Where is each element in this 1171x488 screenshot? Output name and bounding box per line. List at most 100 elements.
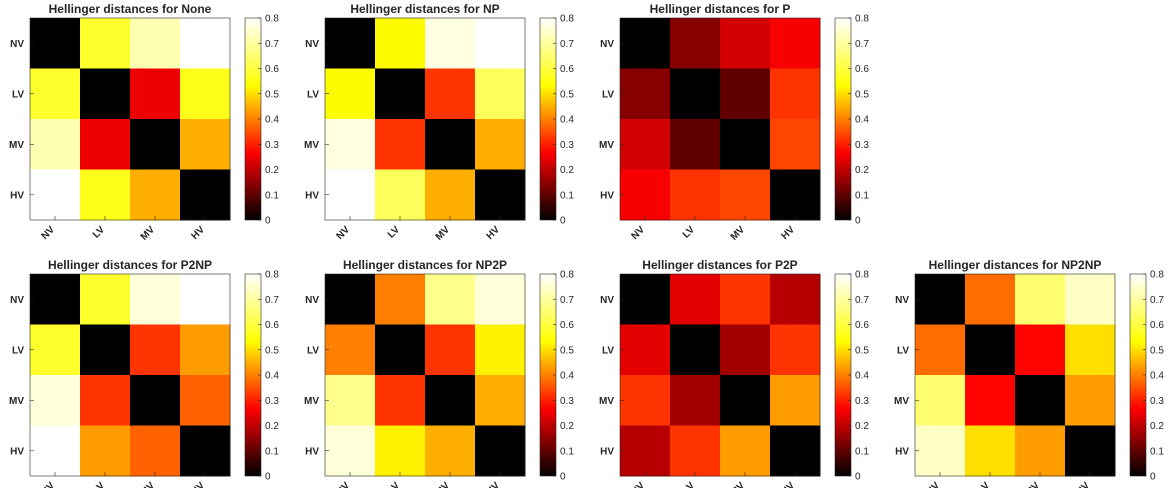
colorbar-tick-label: 0.5 — [265, 89, 279, 100]
colorbar-tick-label: 0.8 — [855, 270, 869, 281]
heatmap-cell — [475, 68, 526, 120]
colorbar-tick-label: 0.2 — [560, 165, 574, 176]
colorbar-tick-label: 0 — [265, 216, 271, 227]
heatmap-cell — [1065, 375, 1116, 426]
heatmap-cell — [620, 324, 671, 376]
plot-frame — [324, 273, 526, 477]
heatmap-panel: Hellinger distances for None NV LV MV HV NV LV… — [9, 2, 279, 243]
heatmap-cell — [425, 425, 476, 477]
heatmap-title: Hellinger distances for NP2P — [343, 258, 507, 272]
heatmap-cell — [80, 274, 131, 325]
x-tick-label: MV — [434, 480, 453, 488]
x-tick-label: HV — [780, 224, 798, 242]
heatmap-cell — [670, 119, 721, 170]
heatmap-cell — [80, 18, 131, 69]
plot-frame — [324, 17, 526, 221]
heatmap-cell — [770, 169, 821, 221]
heatmap-cell — [30, 274, 81, 325]
colorbar-tick-label: 0.2 — [855, 165, 869, 176]
heatmap-cell — [80, 375, 131, 426]
heatmap-cell — [915, 324, 966, 376]
heatmap-cell — [620, 119, 671, 170]
heatmap-cell — [30, 375, 81, 426]
heatmap-cell — [80, 68, 131, 120]
heatmap-cell — [80, 324, 131, 376]
colorbar-tick-label: 0.4 — [855, 371, 869, 382]
colorbar-tick-label: 0.1 — [560, 446, 574, 457]
colorbar-tick-label: 0.4 — [265, 115, 279, 126]
heatmap-cell — [180, 18, 231, 69]
heatmap-cell — [180, 375, 231, 426]
heatmap-cell — [325, 375, 376, 426]
colorbar-tick-label: 0.1 — [265, 446, 279, 457]
heatmap-panel: Hellinger distances for P NV LV MV HV NV LV MV H… — [599, 2, 869, 243]
heatmap-cell — [770, 375, 821, 426]
heatmap-cell — [475, 119, 526, 170]
x-tick-label: NV — [335, 224, 353, 242]
x-tick-label: LV — [91, 224, 108, 241]
y-tick-label: HV — [10, 446, 24, 457]
x-tick-label: LV — [386, 480, 403, 488]
y-tick-label: LV — [12, 89, 24, 100]
colorbar-tick-label: 0.4 — [265, 371, 279, 382]
colorbar-tick-label: 0.1 — [560, 190, 574, 201]
colorbar-tick-label: 0.3 — [560, 140, 574, 151]
heatmap-cell — [720, 274, 771, 325]
heatmap-cell — [670, 68, 721, 120]
heatmap-cell — [670, 169, 721, 221]
heatmap-cell — [325, 68, 376, 120]
heatmap-cell — [425, 169, 476, 221]
x-tick-label: MV — [139, 224, 158, 243]
colorbar-tick-label: 0.8 — [560, 270, 574, 281]
heatmap-cell — [30, 68, 81, 120]
y-tick-label: MV — [304, 396, 319, 407]
heatmap-cell — [915, 425, 966, 477]
heatmap-cell — [130, 425, 181, 477]
heatmap-cell — [130, 324, 181, 376]
colorbar-tick-label: 0.3 — [855, 396, 869, 407]
colorbar-tick-label: 0.7 — [855, 39, 869, 50]
heatmap-cell — [620, 68, 671, 120]
colorbar-tick-label: 0 — [855, 472, 861, 483]
heatmap-cell — [130, 119, 181, 170]
x-tick-label: LV — [976, 480, 993, 488]
heatmap-cell — [180, 324, 231, 376]
heatmap-cell — [475, 375, 526, 426]
y-tick-label: LV — [602, 89, 614, 100]
x-tick-label: MV — [729, 480, 748, 488]
heatmap-title: Hellinger distances for NP — [350, 2, 499, 16]
heatmap-cell — [770, 274, 821, 325]
colorbar-tick-label: 0 — [560, 472, 566, 483]
colorbar-tick-label: 0 — [855, 216, 861, 227]
colorbar-tick-label: 0.5 — [855, 345, 869, 356]
heatmap-cell — [180, 169, 231, 221]
heatmap-cell — [475, 425, 526, 477]
heatmap-panel: Hellinger distances for P2NP NV LV MV HV NV LV… — [9, 258, 279, 488]
colorbar-tick-label: 0.3 — [855, 140, 869, 151]
x-tick-label: HV — [190, 224, 208, 242]
heatmap-cell — [770, 324, 821, 376]
heatmap-cell — [375, 119, 426, 170]
heatmap-cell — [620, 425, 671, 477]
heatmap-cell — [425, 274, 476, 325]
colorbar-tick-label: 0.7 — [560, 295, 574, 306]
y-tick-label: HV — [10, 190, 24, 201]
x-tick-label: HV — [1075, 480, 1093, 488]
plot-frame — [29, 17, 231, 221]
heatmap-cell — [965, 425, 1016, 477]
heatmap-cell — [375, 18, 426, 69]
colorbar-tick-label: 0.7 — [265, 39, 279, 50]
heatmap-cell — [720, 425, 771, 477]
heatmap-cell — [770, 425, 821, 477]
heatmap-cell — [720, 169, 771, 221]
heatmap-cell — [1015, 274, 1066, 325]
x-tick-label: MV — [1024, 480, 1043, 488]
heatmap-cell — [965, 274, 1016, 325]
heatmap-cell — [1015, 375, 1066, 426]
heatmap-cell — [475, 274, 526, 325]
heatmap-cell — [425, 119, 476, 170]
colorbar-tick-label: 0.7 — [1150, 295, 1164, 306]
heatmap-cell — [375, 68, 426, 120]
plot-frame — [619, 273, 821, 477]
heatmap-cell — [770, 18, 821, 69]
